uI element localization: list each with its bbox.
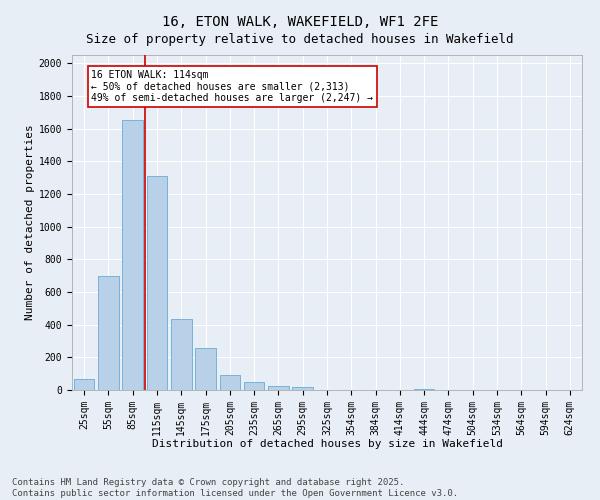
- Bar: [171, 319, 191, 390]
- Bar: [146, 176, 167, 390]
- Bar: [220, 376, 240, 390]
- Text: 16, ETON WALK, WAKEFIELD, WF1 2FE: 16, ETON WALK, WAKEFIELD, WF1 2FE: [162, 15, 438, 29]
- Bar: [292, 386, 313, 390]
- Bar: [122, 120, 143, 390]
- Text: Contains HM Land Registry data © Crown copyright and database right 2025.
Contai: Contains HM Land Registry data © Crown c…: [12, 478, 458, 498]
- Bar: [74, 380, 94, 390]
- Bar: [195, 348, 216, 390]
- Text: Size of property relative to detached houses in Wakefield: Size of property relative to detached ho…: [86, 32, 514, 46]
- Bar: [244, 382, 265, 390]
- Bar: [98, 276, 119, 390]
- Bar: [268, 386, 289, 390]
- Text: 16 ETON WALK: 114sqm
← 50% of detached houses are smaller (2,313)
49% of semi-de: 16 ETON WALK: 114sqm ← 50% of detached h…: [91, 70, 373, 103]
- Y-axis label: Number of detached properties: Number of detached properties: [25, 124, 35, 320]
- X-axis label: Distribution of detached houses by size in Wakefield: Distribution of detached houses by size …: [151, 439, 503, 449]
- Bar: [414, 389, 434, 390]
